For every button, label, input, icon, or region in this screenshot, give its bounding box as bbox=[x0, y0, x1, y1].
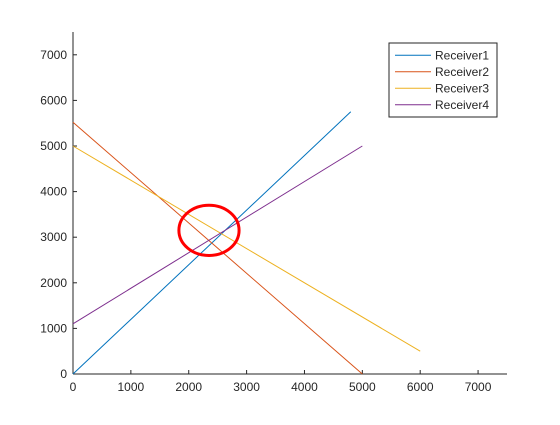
y-tick-label: 4000 bbox=[40, 185, 67, 199]
y-tick-label: 2000 bbox=[40, 276, 67, 290]
legend-label: Receiver4 bbox=[435, 98, 489, 112]
highlight-ellipse bbox=[177, 203, 241, 257]
x-tick-label: 4000 bbox=[291, 380, 318, 394]
series-layer bbox=[72, 111, 421, 375]
y-tick-label: 1000 bbox=[40, 321, 67, 335]
annotation-layer bbox=[177, 203, 241, 257]
x-tick-label: 2000 bbox=[175, 380, 202, 394]
x-tick-label: 6000 bbox=[407, 380, 434, 394]
x-tick-label: 0 bbox=[70, 380, 77, 394]
y-tick-label: 0 bbox=[60, 367, 67, 381]
y-tick-label: 7000 bbox=[40, 48, 67, 62]
series-line-receiver4 bbox=[72, 145, 363, 325]
y-tick-label: 3000 bbox=[40, 230, 67, 244]
axes: 0 1000 2000 3000 4000 5000 6000 7000 0 1000 2000 30… bbox=[40, 32, 507, 394]
legend-label: Receiver2 bbox=[435, 65, 489, 79]
legend-label: Receiver3 bbox=[435, 81, 489, 95]
legend: Receiver1 Receiver2 Receiver3 Receiver4 bbox=[388, 42, 498, 118]
x-tick-label: 5000 bbox=[349, 380, 376, 394]
series-line-receiver3 bbox=[72, 145, 421, 352]
series-line-receiver2 bbox=[72, 121, 363, 375]
x-tick-label: 7000 bbox=[465, 380, 492, 394]
y-tick-label: 6000 bbox=[40, 93, 67, 107]
x-tick-label: 1000 bbox=[118, 380, 145, 394]
legend-label: Receiver1 bbox=[435, 48, 489, 62]
x-tick-label: 3000 bbox=[233, 380, 260, 394]
y-tick-label: 5000 bbox=[40, 139, 67, 153]
